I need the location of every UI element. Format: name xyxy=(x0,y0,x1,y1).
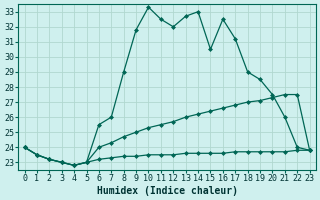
X-axis label: Humidex (Indice chaleur): Humidex (Indice chaleur) xyxy=(97,186,237,196)
